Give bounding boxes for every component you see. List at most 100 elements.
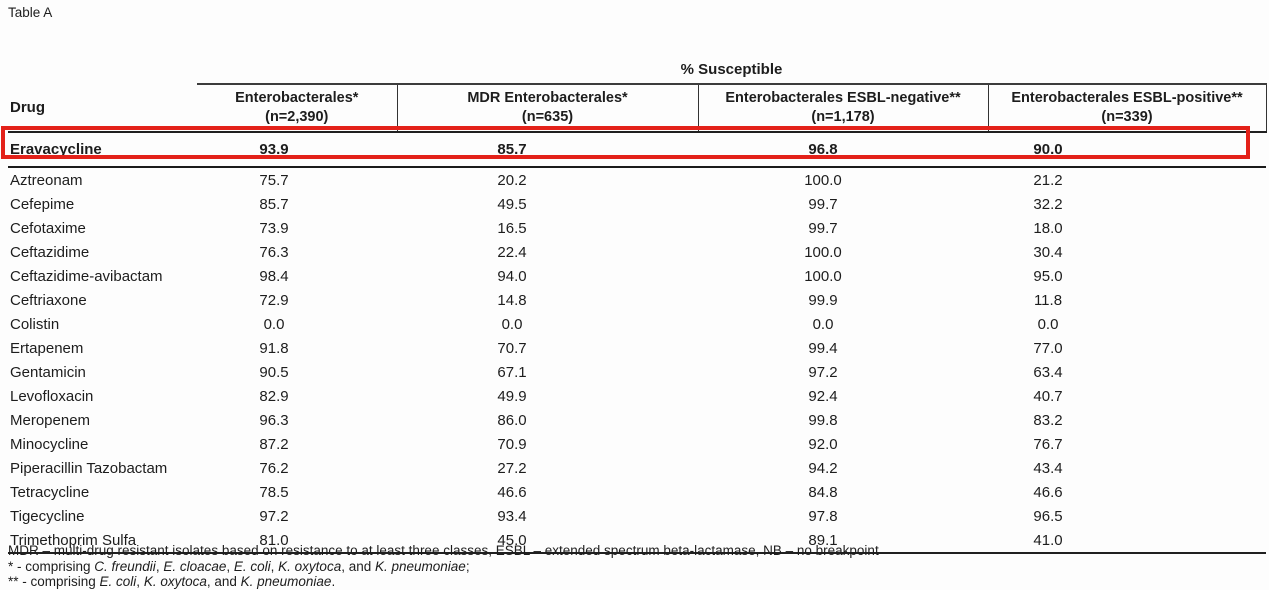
value-cell: 75.7 [259, 171, 289, 189]
value-cell: 85.7 [397, 132, 698, 168]
value-cell: 87.2 [259, 435, 289, 453]
value-cell: 93.4 [497, 507, 527, 525]
footnotes: MDR – multi-drug resistant isolates base… [8, 543, 879, 590]
table-row: Ceftriaxone 72.9 14.8 99.9 11.8 [8, 288, 1266, 312]
drug-name-cell: Trimethoprim Sulfa [8, 528, 197, 554]
table-row: Ertapenem 91.8 70.7 99.4 77.0 [8, 336, 1266, 360]
table-row: Colistin 0.0 0.0 0.0 0.0 [8, 312, 1266, 336]
table-row: Cefotaxime 73.9 16.5 99.7 18.0 [8, 216, 1266, 240]
column-header-mdr-enterobacterales: MDR Enterobacterales* (n=635) [396, 83, 698, 133]
value-cell: 20.2 [497, 171, 527, 189]
column-n: (n=339) [1101, 109, 1153, 125]
value-cell: 90.5 [259, 363, 289, 381]
value-cell: 100.0 [804, 171, 842, 189]
value-cell: 41.0 [988, 528, 1267, 554]
table-row: Tetracycline 78.5 46.6 84.8 46.6 [8, 480, 1266, 504]
value-cell: 32.2 [1033, 195, 1063, 213]
value-cell: 49.9 [497, 387, 527, 405]
value-cell: 94.0 [497, 267, 527, 285]
value-cell: 11.8 [1033, 291, 1063, 309]
table-row: Gentamicin 90.5 67.1 97.2 63.4 [8, 360, 1266, 384]
value-cell: 21.2 [1033, 171, 1063, 189]
column-header-row: Drug Enterobacterales* (n=2,390) MDR Ent… [8, 83, 1267, 133]
value-cell: 94.2 [808, 459, 838, 477]
value-cell: 27.2 [497, 459, 527, 477]
value-cell: 96.3 [259, 411, 289, 429]
drug-name-cell: Ceftazidime [10, 243, 90, 261]
value-cell: 90.0 [988, 132, 1267, 168]
drug-name-cell: Cefepime [10, 195, 75, 213]
table-row: Tigecycline 97.2 93.4 97.8 96.5 [8, 504, 1266, 528]
drug-name-cell: Minocycline [10, 435, 89, 453]
spacer-cell [8, 46, 197, 84]
column-label: Enterobacterales ESBL-negative** [725, 90, 961, 106]
value-cell: 63.4 [1033, 363, 1063, 381]
value-cell: 99.7 [808, 219, 838, 237]
value-cell: 92.4 [808, 387, 838, 405]
value-cell: 18.0 [1033, 219, 1063, 237]
value-cell: 0.0 [501, 315, 523, 333]
value-cell: 46.6 [1033, 483, 1063, 501]
group-header: % Susceptible [680, 61, 783, 78]
value-cell: 100.0 [804, 243, 842, 261]
value-cell: 0.0 [1037, 315, 1059, 333]
value-cell: 49.5 [497, 195, 527, 213]
drug-name-cell: Levofloxacin [10, 387, 94, 405]
group-header-row: % Susceptible [8, 46, 1266, 84]
value-cell: 99.8 [808, 411, 838, 429]
value-cell: 96.5 [1033, 507, 1063, 525]
value-cell: 76.3 [259, 243, 289, 261]
value-cell: 16.5 [497, 219, 527, 237]
footnote-abbreviations: MDR – multi-drug resistant isolates base… [8, 543, 879, 558]
value-cell: 77.0 [1033, 339, 1063, 357]
table-row: Meropenem 96.3 86.0 99.8 83.2 [8, 408, 1266, 432]
column-n: (n=635) [521, 109, 574, 125]
footnote-single-asterisk: * - comprising C. freundii, E. cloacae, … [8, 558, 470, 574]
value-cell: 85.7 [259, 195, 289, 213]
drug-name-cell: Tetracycline [10, 483, 90, 501]
value-cell: 96.8 [698, 132, 988, 168]
value-cell: 73.9 [259, 219, 289, 237]
table-row-highlighted: Eravacycline 93.9 85.7 96.8 90.0 [8, 132, 1267, 168]
value-cell: 14.8 [497, 291, 527, 309]
drug-name-cell: Tigecycline [10, 507, 85, 525]
value-cell: 99.4 [808, 339, 838, 357]
column-label: Enterobacterales* [235, 90, 359, 106]
value-cell: 83.2 [1033, 411, 1063, 429]
value-cell: 78.5 [259, 483, 289, 501]
table-row: Ceftazidime-avibactam 98.4 94.0 100.0 95… [8, 264, 1266, 288]
value-cell: 22.4 [497, 243, 527, 261]
drug-name-cell: Ceftazidime-avibactam [10, 267, 163, 285]
table-row: Levofloxacin 82.9 49.9 92.4 40.7 [8, 384, 1266, 408]
value-cell: 97.8 [808, 507, 838, 525]
value-cell: 97.2 [808, 363, 838, 381]
column-n: (n=2,390) [265, 109, 329, 125]
value-cell: 81.0 [197, 528, 397, 554]
column-header-esbl-negative: Enterobacterales ESBL-negative** (n=1,17… [697, 83, 988, 133]
value-cell: 0.0 [263, 315, 285, 333]
value-cell: 97.2 [259, 507, 289, 525]
column-header-enterobacterales: Enterobacterales* (n=2,390) [197, 83, 397, 133]
value-cell: 92.0 [808, 435, 838, 453]
value-cell: 45.0 [397, 528, 698, 554]
drug-name-cell: Ceftriaxone [10, 291, 87, 309]
table-title: Table A [8, 5, 53, 20]
value-cell: 91.8 [259, 339, 289, 357]
drug-name-cell: Colistin [10, 315, 60, 333]
value-cell: 100.0 [804, 267, 842, 285]
drug-name-cell: Piperacillin Tazobactam [10, 459, 168, 477]
value-cell: 89.1 [698, 528, 988, 554]
susceptibility-table: % Susceptible Drug Enterobacterales* (n=… [8, 46, 1267, 554]
value-cell: 86.0 [497, 411, 527, 429]
drug-name-cell: Aztreonam [10, 171, 83, 189]
value-cell: 70.9 [497, 435, 527, 453]
table-row: Piperacillin Tazobactam 76.2 27.2 94.2 4… [8, 456, 1266, 480]
value-cell: 70.7 [497, 339, 527, 357]
value-cell: 40.7 [1033, 387, 1063, 405]
column-label: MDR Enterobacterales* [467, 90, 628, 106]
value-cell: 72.9 [259, 291, 289, 309]
value-cell: 76.2 [259, 459, 289, 477]
value-cell: 99.7 [808, 195, 838, 213]
table-row: Aztreonam 75.7 20.2 100.0 21.2 [8, 167, 1266, 192]
